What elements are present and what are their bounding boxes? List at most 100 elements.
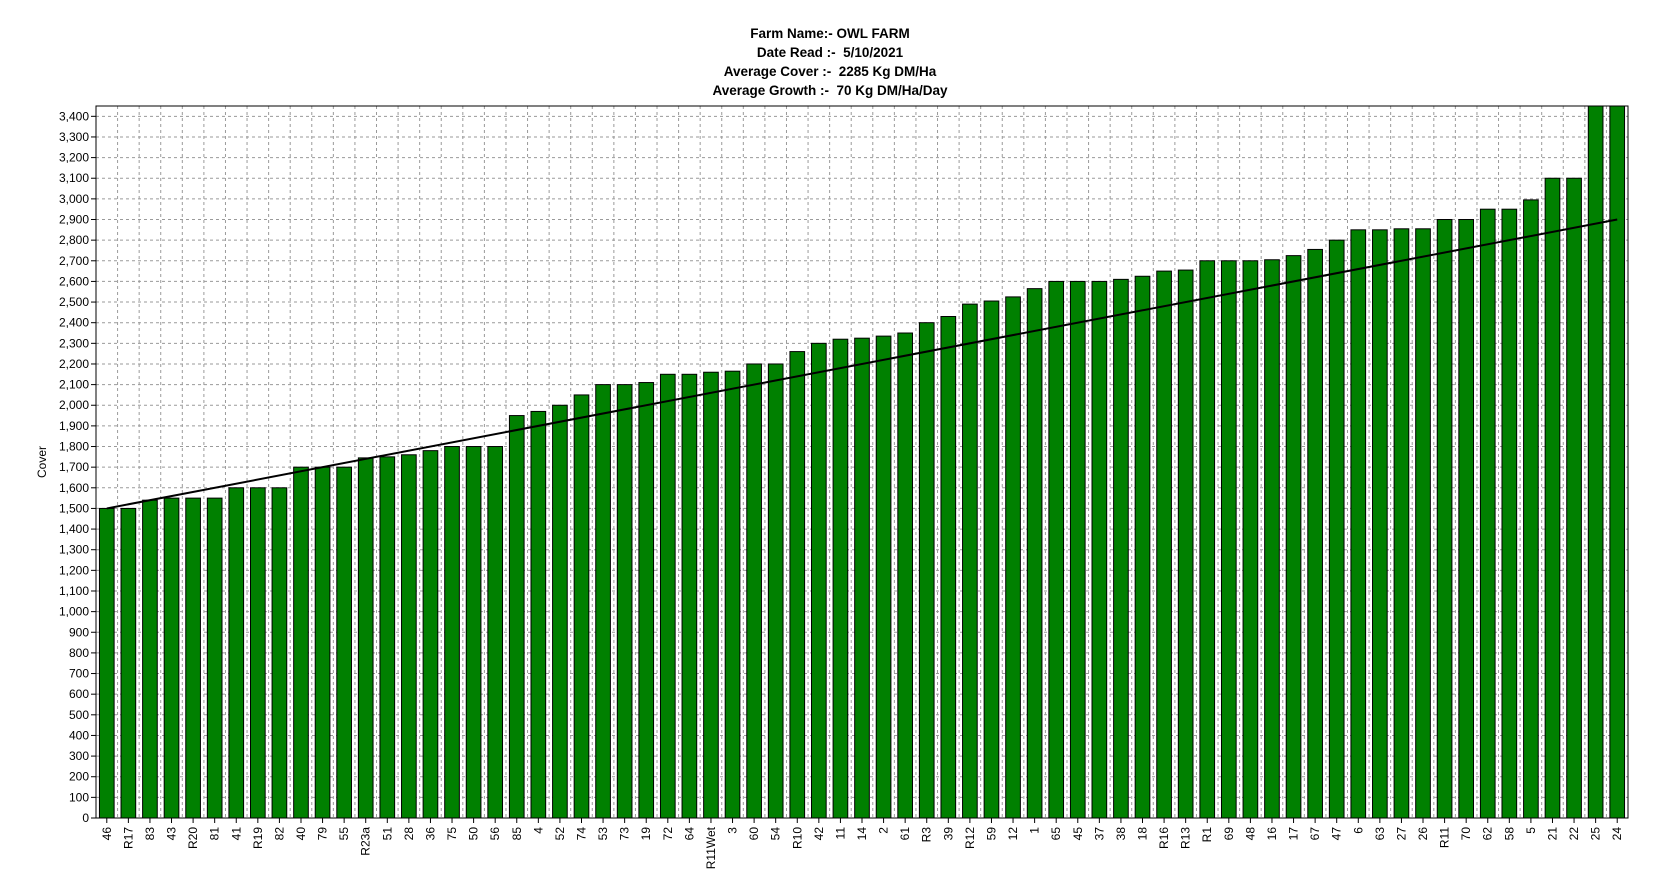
average-growth-title: Average Growth :- 70 Kg DM/Ha/Day — [712, 83, 948, 98]
x-tick-label: 70 — [1459, 827, 1473, 841]
x-tick-label: 40 — [294, 827, 308, 841]
y-tick-label: 2,000 — [59, 398, 89, 412]
bar — [552, 404, 568, 819]
y-tick-label: 1,800 — [59, 440, 89, 454]
y-tick-label: 2,600 — [59, 274, 89, 288]
bar — [1005, 296, 1021, 819]
x-tick-label: R20 — [186, 827, 200, 849]
bar — [724, 370, 741, 819]
x-tick-label: 47 — [1330, 827, 1344, 841]
x-tick-label: 85 — [510, 827, 524, 841]
x-tick-label: 58 — [1502, 827, 1516, 841]
bar — [1264, 259, 1280, 819]
x-tick-label: 25 — [1589, 827, 1603, 841]
bar — [1372, 229, 1388, 819]
y-tick-label: 1,500 — [59, 501, 89, 515]
x-tick-label: 65 — [1049, 827, 1063, 841]
x-tick-label: 18 — [1136, 827, 1150, 841]
bar — [1609, 105, 1626, 819]
grid-lines — [96, 106, 1628, 818]
x-tick-label: 45 — [1071, 827, 1085, 841]
bar — [465, 446, 482, 819]
bar — [508, 415, 525, 819]
bar — [616, 384, 633, 819]
x-tick-label: R16 — [1157, 827, 1171, 849]
bar — [1436, 219, 1453, 819]
y-tick-label: 1,300 — [59, 543, 89, 557]
y-tick-label: 3,300 — [59, 130, 89, 144]
bar — [875, 335, 892, 819]
x-tick-label: 17 — [1287, 827, 1301, 841]
x-tick-label: 52 — [553, 827, 567, 841]
x-tick-label: 36 — [423, 827, 437, 841]
x-tick-label: 75 — [445, 827, 459, 841]
bar — [1458, 219, 1475, 819]
bar — [1415, 228, 1431, 819]
bar — [1091, 280, 1108, 819]
x-axis-ticks: 46 R17 83 43 R20 81 41 R19 82 40 79 55 R23a 51 28 36 75 5… — [100, 818, 1624, 869]
bar — [336, 466, 352, 819]
bar — [1285, 255, 1302, 819]
x-tick-label: 14 — [855, 827, 869, 841]
x-tick-label: R1 — [1200, 827, 1214, 843]
y-tick-label: 2,200 — [59, 357, 89, 371]
x-tick-label: 24 — [1610, 827, 1624, 841]
x-tick-label: 62 — [1481, 827, 1495, 841]
x-tick-label: R11Wet — [704, 826, 718, 869]
bar — [1026, 288, 1043, 819]
x-tick-label: 21 — [1545, 827, 1559, 841]
bar — [940, 316, 957, 819]
bar — [1048, 280, 1065, 819]
bar — [401, 454, 417, 819]
x-tick-label: 38 — [1114, 827, 1128, 841]
x-tick-label: 51 — [380, 827, 394, 841]
x-tick-label: 59 — [984, 827, 998, 841]
x-tick-label: R10 — [790, 827, 804, 849]
bar — [1479, 208, 1496, 819]
y-tick-label: 1,000 — [59, 605, 89, 619]
x-tick-label: 41 — [229, 827, 243, 841]
y-tick-label: 2,900 — [59, 213, 89, 227]
bar — [1350, 229, 1367, 819]
bar — [98, 507, 115, 819]
y-tick-label: 2,800 — [59, 233, 89, 247]
x-tick-label: 4 — [531, 827, 545, 834]
x-tick-label: 61 — [898, 827, 912, 841]
y-tick-label: 800 — [69, 646, 89, 660]
bar — [1523, 199, 1539, 819]
y-tick-label: 2,300 — [59, 336, 89, 350]
x-tick-label: R12 — [963, 827, 977, 849]
x-tick-label: R19 — [251, 827, 265, 849]
bar — [1544, 177, 1561, 819]
trend-line — [106, 218, 1618, 510]
bar — [530, 410, 547, 819]
bar — [293, 466, 309, 819]
bar — [897, 332, 913, 819]
bar — [746, 363, 762, 819]
x-tick-label: 28 — [402, 827, 416, 841]
y-tick-label: 3,200 — [59, 151, 89, 165]
bar — [1587, 105, 1604, 819]
bar — [638, 382, 655, 819]
bar — [595, 384, 611, 819]
y-tick-label: 0 — [82, 811, 89, 825]
x-tick-label: 55 — [337, 827, 351, 841]
y-tick-label: 3,400 — [59, 109, 89, 123]
x-tick-label: 22 — [1567, 827, 1581, 841]
bar — [573, 394, 590, 819]
y-tick-label: 2,700 — [59, 254, 89, 268]
bar — [1156, 270, 1172, 819]
chart-title-block: Farm Name:- OWL FARM Date Read :- 5/10/2… — [0, 24, 1660, 100]
bar — [811, 342, 827, 819]
x-tick-label: 74 — [574, 827, 588, 841]
bar — [1199, 260, 1216, 819]
bar — [271, 487, 288, 819]
y-tick-label: 2,100 — [59, 378, 89, 392]
bar — [767, 363, 784, 819]
x-tick-label: 72 — [661, 827, 675, 841]
y-tick-label: 1,900 — [59, 419, 89, 433]
x-tick-label: R23a — [359, 827, 373, 856]
y-tick-label: 3,100 — [59, 171, 89, 185]
y-tick-label: 1,600 — [59, 481, 89, 495]
bar — [206, 497, 223, 819]
